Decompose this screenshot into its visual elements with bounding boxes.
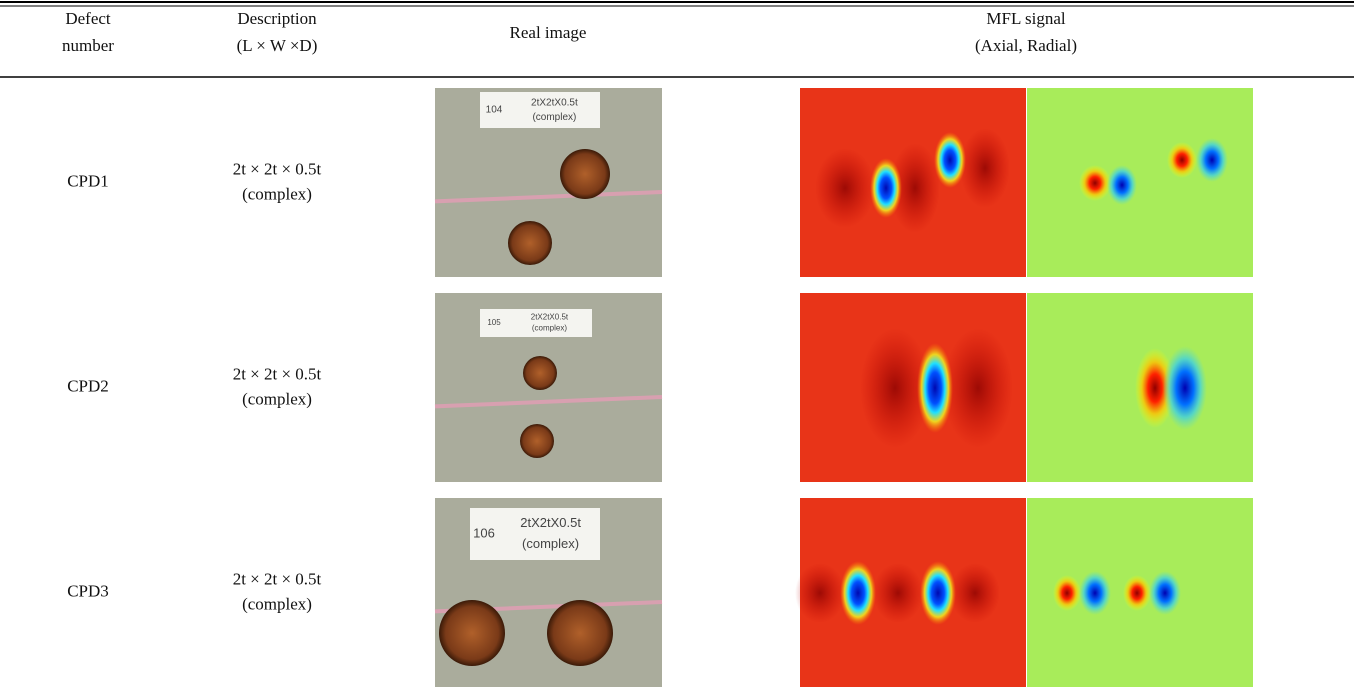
hole xyxy=(520,424,554,458)
mfl-axial xyxy=(800,293,1026,482)
shadow xyxy=(815,148,875,228)
label-number: 105 xyxy=(487,318,501,327)
shadow xyxy=(873,563,923,623)
mfl-axial xyxy=(795,498,1026,687)
label-text: 2tX2tX0.5t xyxy=(531,313,569,322)
label-text: (complex) xyxy=(532,112,576,123)
blob xyxy=(1123,575,1151,611)
defect-number: CPD3 xyxy=(67,581,109,600)
shadow xyxy=(950,563,1000,623)
label-text: 2tX2tX0.5t xyxy=(520,515,581,530)
mfl-axial xyxy=(800,88,1026,277)
header-text: (Axial, Radial) xyxy=(975,36,1077,55)
description: (complex) xyxy=(242,389,312,408)
description: (complex) xyxy=(242,594,312,613)
description: 2t × 2t × 0.5t xyxy=(233,364,322,383)
header-text: Real image xyxy=(510,23,587,42)
shadow xyxy=(960,128,1010,208)
shadow xyxy=(943,328,1013,448)
blob xyxy=(934,132,966,188)
blob xyxy=(917,343,953,433)
blob xyxy=(1163,346,1207,430)
description: 2t × 2t × 0.5t xyxy=(233,159,322,178)
hole xyxy=(508,221,552,265)
blob xyxy=(1079,165,1111,201)
defect-number: CPD1 xyxy=(67,171,109,190)
mfl-radial xyxy=(1027,498,1253,687)
label-text: (complex) xyxy=(522,536,579,551)
header-text: Defect xyxy=(65,9,111,28)
description: 2t × 2t × 0.5t xyxy=(233,569,322,588)
blob xyxy=(1167,142,1197,178)
header-text: MFL signal xyxy=(986,9,1065,28)
blob xyxy=(1053,575,1081,611)
real-image: 106 2tX2tX0.5t (complex) xyxy=(435,498,662,687)
table-rules xyxy=(0,2,1354,77)
hole xyxy=(523,356,557,390)
defect-number: CPD2 xyxy=(67,376,109,395)
hole xyxy=(560,149,610,199)
header-text: number xyxy=(62,36,114,55)
blob xyxy=(870,158,902,218)
description: (complex) xyxy=(242,184,312,203)
shadow xyxy=(795,563,845,623)
blob xyxy=(1149,571,1181,615)
label-number: 106 xyxy=(473,525,495,540)
real-image: 105 2tX2tX0.5t (complex) xyxy=(435,293,662,482)
blob xyxy=(920,561,956,625)
table-figure: Defect number Description (L × W ×D) Real im… xyxy=(0,0,1354,689)
blob xyxy=(1196,138,1228,182)
mfl-radial xyxy=(1027,88,1253,277)
blob xyxy=(840,561,876,625)
radial-bg xyxy=(1027,88,1253,277)
label-number: 104 xyxy=(486,105,503,116)
header-text: Description xyxy=(237,9,317,28)
label-text: (complex) xyxy=(532,324,567,333)
blob xyxy=(1079,571,1111,615)
real-image: 104 2tX2tX0.5t (complex) xyxy=(435,88,662,277)
hole xyxy=(439,600,505,666)
hole xyxy=(547,600,613,666)
mfl-radial xyxy=(1027,293,1253,482)
label-text: 2tX2tX0.5t xyxy=(531,97,578,108)
header-text: (L × W ×D) xyxy=(237,36,318,55)
blob xyxy=(1107,165,1137,205)
